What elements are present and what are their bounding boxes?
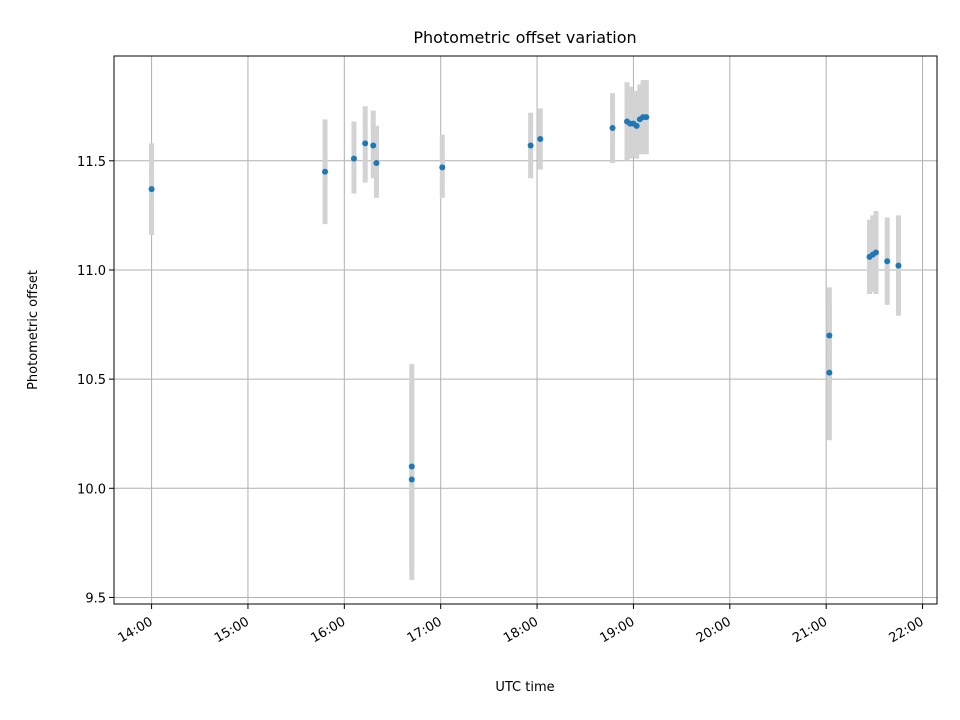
- y-tick-label: 10.0: [77, 482, 106, 497]
- data-points: [148, 114, 902, 483]
- data-point: [872, 249, 879, 256]
- data-point: [826, 369, 833, 376]
- data-point: [373, 159, 380, 166]
- data-point: [350, 155, 357, 162]
- y-tick-label: 11.0: [77, 264, 106, 279]
- y-tick-label: 11.5: [77, 155, 106, 170]
- data-point: [322, 168, 329, 175]
- x-axis-label: UTC time: [495, 680, 554, 695]
- y-tick-label: 9.5: [85, 591, 106, 606]
- data-point: [370, 142, 377, 149]
- data-point: [633, 122, 640, 129]
- data-point: [826, 332, 833, 339]
- data-point: [527, 142, 534, 149]
- data-point: [895, 262, 902, 269]
- data-point: [148, 186, 155, 193]
- data-point: [439, 164, 446, 171]
- data-point: [408, 476, 415, 483]
- data-point: [408, 463, 415, 470]
- y-axis-ticks: 9.5 10.0 10.5 11.0 11.5: [77, 155, 114, 606]
- data-point: [884, 258, 891, 265]
- y-tick-label: 10.5: [77, 373, 106, 388]
- data-point: [609, 125, 616, 132]
- chart-title: Photometric offset variation: [413, 28, 636, 47]
- data-point: [643, 114, 650, 121]
- data-point: [362, 140, 369, 147]
- y-axis-label: Photometric offset: [26, 270, 41, 390]
- data-point: [537, 135, 544, 142]
- plot-frame: [113, 55, 938, 605]
